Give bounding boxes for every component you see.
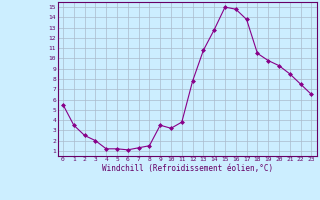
X-axis label: Windchill (Refroidissement éolien,°C): Windchill (Refroidissement éolien,°C) xyxy=(102,164,273,173)
